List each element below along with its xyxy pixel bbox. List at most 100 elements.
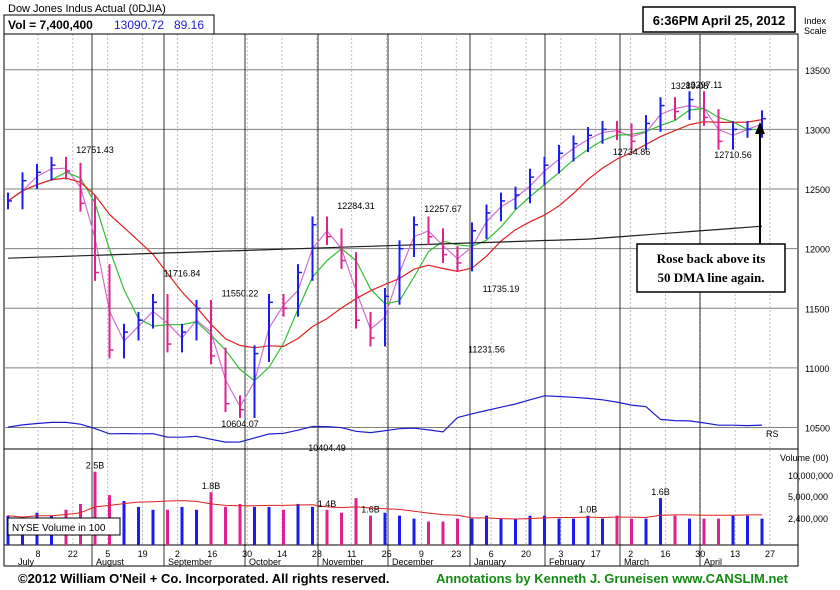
volume-bar (122, 501, 126, 545)
volume-bar (282, 509, 285, 545)
copyright: ©2012 William O'Neil + Co. Incorporated.… (18, 571, 390, 586)
volume-bar (644, 518, 648, 545)
date-tick-label: 19 (138, 549, 148, 559)
price-annotation: 13289.08 (671, 81, 709, 91)
volume-bar (760, 518, 764, 545)
date-tick-label: 11 (347, 549, 356, 559)
volume-bar (601, 518, 604, 545)
volume-bar (514, 518, 517, 545)
price-annotation: 12710.56 (714, 150, 752, 160)
volume-bar (209, 492, 213, 545)
price-tick-label: 12500 (805, 185, 830, 195)
month-label: March (624, 557, 649, 567)
callout-line2: 50 DMA line again. (658, 270, 765, 285)
price-annotation: 10404.49 (308, 443, 346, 453)
chart-title: Dow Jones Indus Actual (0DJIA) (8, 3, 166, 15)
price-tick-label: 11000 (805, 364, 829, 374)
volume-peak-label: 1.6B (651, 487, 670, 497)
volume-legend-box (7, 517, 121, 536)
ma200-line (7, 225, 763, 259)
price-tick-label: 13000 (805, 125, 830, 135)
volume-peak-label: 1.0B (579, 505, 598, 515)
month-label: July (18, 557, 35, 567)
price-tick-label: 10500 (805, 424, 830, 434)
volume-legend: NYSE Volume in 100 (12, 523, 106, 534)
volume-bar (528, 515, 532, 545)
vol-header-box (3, 14, 215, 35)
volume-bar (746, 515, 749, 545)
index-scale-label-1: Index (804, 16, 827, 26)
volume-bar (615, 515, 619, 545)
volume-bar (311, 506, 314, 545)
footer: ©2012 William O'Neil + Co. Incorporated.… (0, 568, 840, 590)
date-tick-label: 30 (695, 549, 705, 559)
callout-line1: Rose back above its (657, 251, 766, 266)
price-annotation: 12751.43 (76, 145, 114, 155)
month-label: February (549, 557, 586, 567)
volume-bar (572, 518, 575, 545)
volume-bar (325, 509, 329, 545)
volume-bar (499, 518, 503, 545)
date-tick-label: 17 (591, 549, 601, 559)
annotations-credit: Annotations by Kenneth J. Gruneisen www.… (436, 571, 788, 586)
volume-bar (717, 518, 720, 545)
volume-bar (485, 515, 488, 545)
month-label: April (704, 557, 722, 567)
index-scale-label-2: Scale (804, 26, 827, 36)
month-label: October (249, 557, 281, 567)
volume-bar (180, 506, 184, 545)
price-annotation: 11231.56 (468, 344, 505, 354)
price-annotation: 13297.11 (686, 80, 723, 90)
date-tick-label: 5 (105, 549, 110, 559)
price-annotation: 12257.67 (424, 204, 462, 214)
volume-tick-label: 5,000,000 (788, 492, 828, 502)
date-tick-label: 27 (765, 549, 775, 559)
rs-label: RS (766, 429, 779, 439)
volume-bar (253, 506, 256, 545)
volume-bar (586, 515, 590, 545)
timestamp-box (642, 6, 796, 33)
volume-bar (688, 518, 691, 545)
volume-bar (702, 518, 706, 545)
volume-bar (151, 509, 155, 545)
volume-bar (93, 471, 97, 545)
date-tick-label: 16 (660, 549, 670, 559)
date-tick-label: 25 (382, 549, 392, 559)
volume-bar (354, 498, 358, 545)
date-tick-label: 3 (558, 549, 563, 559)
volume-peak-label: 1.8B (202, 481, 221, 491)
price-annotation: 12734.86 (613, 147, 651, 157)
date-tick-label: 28 (312, 549, 322, 559)
price-annotation: 11716.84 (164, 268, 201, 278)
vol-label: Vol = 7,400,400 (8, 18, 93, 32)
volume-bar (195, 509, 198, 545)
volume-bar (340, 512, 343, 545)
volume-bar (470, 518, 474, 545)
price-panel (3, 33, 799, 450)
volume-bar (557, 518, 561, 545)
month-label: December (392, 557, 434, 567)
price-annotation: 11735.19 (483, 284, 520, 294)
volume-bar (659, 498, 662, 545)
date-tick-label: 8 (35, 549, 40, 559)
volume-bar (383, 512, 387, 545)
price-tick-label: 13500 (805, 66, 830, 76)
date-tick-label: 2 (628, 549, 633, 559)
date-tick-label: 9 (419, 549, 424, 559)
timestamp: 6:36PM April 25, 2012 (653, 13, 785, 28)
date-tick-label: 2 (175, 549, 180, 559)
volume-bar (412, 518, 416, 545)
volume-bar (137, 506, 140, 545)
price-annotation: 12284.31 (337, 201, 375, 211)
change-value: 89.16 (174, 18, 204, 32)
date-tick-label: 30 (242, 549, 252, 559)
volume-bar (398, 515, 401, 545)
volume-bar (630, 518, 633, 545)
month-label: January (474, 557, 507, 567)
date-tick-label: 20 (521, 549, 531, 559)
ma50-line (7, 119, 763, 349)
date-tick-label: 22 (68, 549, 78, 559)
rs-line (7, 395, 763, 443)
price-annotation: 11550.22 (222, 288, 259, 298)
